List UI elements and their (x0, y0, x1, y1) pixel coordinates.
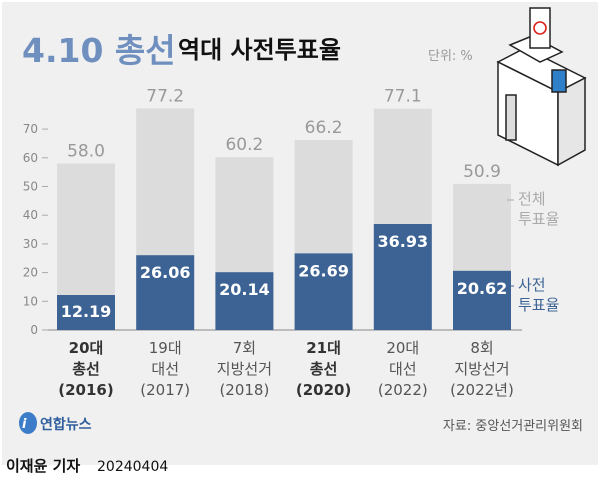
x-tick-label: 20대 (69, 339, 104, 357)
x-tick-label: (2018) (219, 381, 269, 399)
bar-early (57, 295, 115, 330)
early-value-label: 26.69 (298, 261, 349, 280)
x-tick-label: 8회 (470, 339, 493, 357)
x-tick-label: (2017) (140, 381, 190, 399)
y-tick-label: 60 (23, 151, 38, 165)
chart-title: 역대 사전투표율 (178, 36, 341, 64)
x-tick-label: 지방선거 (217, 360, 272, 378)
bar-early (453, 270, 511, 330)
y-tick-label: 40 (23, 208, 38, 222)
total-value-label: 77.1 (384, 87, 422, 107)
x-tick-label: 총선 (310, 360, 338, 378)
total-value-label: 60.2 (225, 135, 263, 155)
date: 20240404 (97, 459, 168, 475)
bars: 58.0 12.19 77.2 26.06 60.2 20.14 66.2 26.69 77.1… (57, 86, 511, 331)
bar-early (215, 272, 274, 330)
x-tick-label: 21대 (306, 339, 341, 357)
x-tick-label: (2022) (378, 381, 428, 399)
bar-early (373, 224, 432, 330)
y-tick-label: 70 (23, 122, 38, 136)
x-tick-label: (2020) (296, 381, 351, 399)
x-tick-label: 19대 (149, 339, 182, 357)
legend-total: 투표율 (518, 210, 559, 228)
early-value-label: 12.19 (61, 302, 112, 321)
unit-label: 단위: % (428, 49, 473, 64)
svg-text:i: i (22, 417, 27, 432)
x-tick-label: 대선 (389, 360, 417, 378)
byline: 이재윤 기자 (6, 457, 80, 475)
y-tick-label: 10 (23, 294, 38, 308)
logo-text: 연합뉴스 (40, 416, 92, 433)
x-tick-label: (2022년) (450, 381, 514, 399)
bar-early (136, 255, 195, 330)
x-tick-label: 대선 (151, 360, 179, 378)
x-tick-label: (2016) (58, 381, 113, 399)
y-tick-label: 30 (23, 237, 38, 251)
source-note: 자료: 중앙선거관리위원회 (443, 419, 583, 434)
legend-early: 투표율 (518, 296, 559, 314)
total-value-label: 58.0 (67, 142, 105, 162)
bar-early (294, 253, 353, 330)
yonhap-logo: i 연합뉴스 (19, 412, 92, 434)
total-value-label: 50.9 (463, 162, 501, 182)
x-tick-label: 7회 (233, 339, 256, 357)
x-tick-label: 지방선거 (454, 360, 509, 378)
y-tick-label: 0 (30, 323, 38, 337)
y-axis: 0 10 20 30 40 50 60 70 (23, 122, 522, 337)
legend-total: 전체 (518, 190, 546, 208)
total-value-label: 77.2 (146, 86, 184, 106)
x-tick-label: 20대 (386, 339, 419, 357)
y-tick-label: 50 (23, 180, 38, 194)
ballot-box-icon (496, 7, 587, 167)
early-value-label: 20.14 (219, 280, 270, 299)
x-tick-label: 총선 (72, 360, 100, 378)
early-value-label: 36.93 (377, 232, 428, 251)
early-value-label: 26.06 (140, 263, 191, 282)
early-value-label: 20.62 (457, 279, 508, 298)
legend-early: 사전 (518, 276, 546, 294)
y-tick-label: 20 (23, 266, 38, 280)
title-highlight: 4.10 총선 (22, 31, 176, 70)
total-value-label: 66.2 (305, 118, 343, 138)
